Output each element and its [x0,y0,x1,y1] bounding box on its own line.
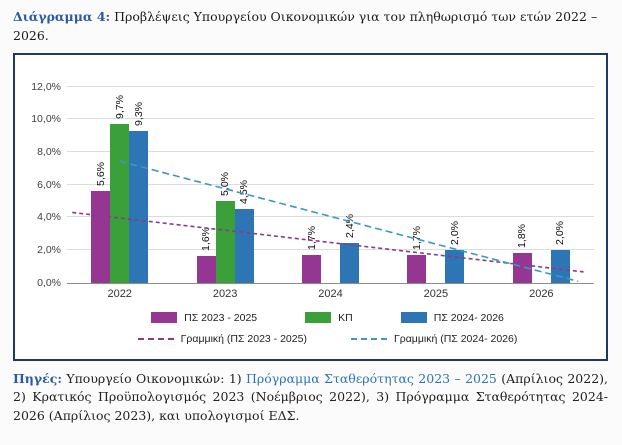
bar [129,130,149,283]
y-tick-label: 12,0% [31,80,61,93]
bar [550,249,570,283]
bar-slot: 5,0% [215,87,235,283]
bar-value-label: 2,0% [448,220,461,245]
legend-color-swatch [151,312,178,323]
bar-groups: 5,6% 9,7% 9,3% 1,6% 5,0% 4,5% 1,7% 2,4% 1,7% 2,0%… [67,87,594,283]
legend-item: ΠΣ 2024- 2026 [400,311,504,324]
bar [512,253,532,283]
legend-item: Γραμμική (ΠΣ 2024- 2026) [350,332,518,345]
legend-item: Γραμμική (ΠΣ 2023 - 2025) [137,332,307,345]
y-tick-label: 0,0% [37,276,61,289]
bar-slot: 2,0% [445,87,465,283]
chart-frame: 0,0% 2,0% 4,0% 6,0% 8,0% 10,0% 12,0% 5,6% 9,7% 9… [13,52,608,361]
bar-slot: 2,0% [550,87,570,283]
bar-slot: 4,5% [234,87,254,283]
legend-row-series: ΠΣ 2023 - 2025 ΚΠ ΠΣ 2024- 2026 [61,312,594,324]
bar-value-label: 2,0% [554,220,567,245]
bar [340,243,360,283]
bar-value-label: 9,7% [113,95,126,120]
y-tick-label: 2,0% [37,243,61,256]
bar-value-label: 9,3% [132,101,145,126]
bar-slot: 1,7% [407,87,427,283]
x-tick-label: 2023 [212,287,238,300]
bar [445,249,465,283]
sources-note: Πηγές: Υπουργείο Οικονομικών: 1) Πρόγραμ… [13,370,608,426]
year-group-2023: 1,6% 5,0% 4,5% [172,87,277,283]
year-group-2024: 1,7% 2,4% [278,87,383,283]
x-tick-label: 2024 [318,287,343,300]
legend-dashed-line-swatch [137,337,174,340]
stability-programme-link[interactable]: Πρόγραμμα Σταθερότητας 2023 – 2025 [246,370,497,386]
year-group-2026: 1,8% 2,0% [489,87,594,283]
bar-slot: 9,7% [110,87,130,283]
bar-value-label: 1,8% [516,224,529,249]
sources-label: Πηγές: [13,370,62,386]
bar [407,254,427,283]
year-group-2025: 1,7% 2,0% [383,87,488,283]
bar-slot [321,87,340,283]
bar [302,254,322,283]
y-axis: 0,0% 2,0% 4,0% 6,0% 8,0% 10,0% 12,0% [21,81,67,289]
sources-text-1: Υπουργείο Οικονομικών: 1) [61,370,247,386]
legend-label: ΠΣ 2024- 2026 [433,311,504,324]
plot-area: 5,6% 9,7% 9,3% 1,6% 5,0% 4,5% 1,7% 2,4% 1,7% 2,0%… [67,85,594,284]
bar-slot [532,87,551,283]
y-tick-label: 8,0% [37,145,61,158]
legend-row-trendlines: Γραμμική (ΠΣ 2023 - 2025) Γραμμική (ΠΣ 20… [61,333,594,345]
x-tick-label: 2025 [423,287,449,300]
figure-title: Διάγραμμα 4: Προβλέψεις Υπουργείου Οικον… [13,8,608,46]
bar-value-label: 1,7% [305,225,318,250]
gridline [67,118,594,120]
y-tick-label: 10,0% [31,113,61,126]
bar [91,191,111,283]
figure-title-text: Προβλέψεις Υπουργείου Οικονομικών για το… [13,9,598,43]
bar-value-label: 5,6% [94,162,107,187]
bar [196,256,216,283]
legend-dashed-line-swatch [350,337,387,340]
page: Διάγραμμα 4: Προβλέψεις Υπουργείου Οικον… [13,8,608,426]
bar-slot [426,87,445,283]
y-tick-label: 6,0% [37,178,61,191]
x-tick-label: 2026 [529,287,554,300]
x-tick-label: 2022 [107,287,132,300]
legend: ΠΣ 2023 - 2025 ΚΠ ΠΣ 2024- 2026 Γραμμική (… [61,312,594,345]
bar [110,124,130,283]
gridline [67,85,594,87]
year-group-2022: 5,6% 9,7% 9,3% [67,87,172,283]
bar [234,209,254,283]
figure-title-prefix: Διάγραμμα 4: [13,9,111,24]
y-tick-label: 4,0% [37,211,61,224]
legend-color-swatch [400,312,427,323]
bar-value-label: 1,6% [200,227,213,252]
plot-row: 0,0% 2,0% 4,0% 6,0% 8,0% 10,0% 12,0% 5,6% 9,7% 9… [21,81,594,289]
sources-text-2: (Απρίλιος 2022), 2) Κρατικός Προϋπολογισ… [13,370,608,424]
legend-item: ΚΠ [305,312,353,324]
legend-item: ΠΣ 2023 - 2025 [151,312,257,324]
bar-value-label: 1,7% [410,225,423,250]
bar-value-label: 4,5% [238,180,251,204]
legend-label: Γραμμική (ΠΣ 2023 - 2025) [180,332,307,345]
bar-slot: 5,6% [91,87,111,283]
bar-slot: 2,4% [340,87,360,283]
bar-value-label: 2,4% [343,214,356,239]
bar-slot: 1,8% [512,87,532,283]
bar-slot: 1,6% [196,87,216,283]
bar-slot: 1,7% [302,87,322,283]
legend-color-swatch [305,312,332,323]
x-axis: 2022 2023 2024 2025 2026 [67,284,594,300]
bar-slot: 9,3% [129,87,149,283]
legend-label: ΚΠ [338,311,353,324]
bar [215,200,235,283]
gridline [67,150,594,152]
legend-label: ΠΣ 2023 - 2025 [184,311,258,324]
bar-value-label: 5,0% [219,171,232,196]
legend-label: Γραμμική (ΠΣ 2024- 2026) [393,332,518,345]
